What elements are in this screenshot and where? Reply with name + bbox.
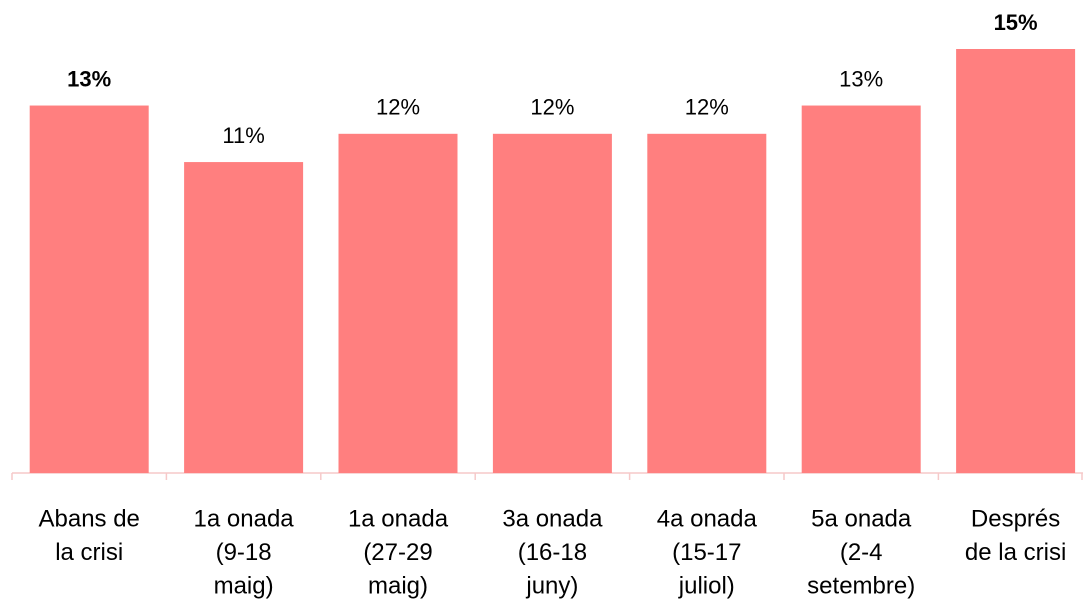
x-tick-label: (15-17 bbox=[672, 539, 741, 566]
bar bbox=[956, 49, 1076, 473]
x-tick-label: (16-18 bbox=[518, 539, 587, 566]
bar bbox=[29, 105, 149, 474]
bar bbox=[492, 133, 612, 474]
value-label: 12% bbox=[530, 95, 574, 120]
value-label: 13% bbox=[67, 66, 111, 91]
x-tick-label: juliol) bbox=[678, 572, 735, 599]
value-label: 12% bbox=[376, 95, 420, 120]
bar bbox=[801, 105, 921, 474]
value-label: 13% bbox=[839, 66, 883, 91]
x-tick-label: (9-18 bbox=[216, 539, 272, 566]
x-tick-label: de la crisi bbox=[965, 539, 1066, 566]
x-tick-label: 5a onada bbox=[811, 505, 912, 532]
x-tick-label: maig) bbox=[214, 572, 274, 599]
x-tick-label: setembre) bbox=[807, 572, 915, 599]
x-tick-label: 1a onada bbox=[194, 505, 295, 532]
bar bbox=[647, 133, 767, 474]
value-label: 12% bbox=[685, 95, 729, 120]
x-tick-label: juny) bbox=[525, 572, 578, 599]
x-tick-label: Abans de bbox=[38, 505, 139, 532]
x-tick-label: 1a onada bbox=[348, 505, 449, 532]
x-tick-label: Després bbox=[971, 505, 1060, 532]
x-tick-label: maig) bbox=[368, 572, 428, 599]
x-tick-label: 3a onada bbox=[502, 505, 603, 532]
x-tick-label: (2-4 bbox=[840, 539, 883, 566]
value-label: 15% bbox=[994, 10, 1038, 35]
x-tick-label: 4a onada bbox=[657, 505, 758, 532]
x-tick-label: (27-29 bbox=[363, 539, 432, 566]
x-tick-label: la crisi bbox=[55, 539, 123, 566]
bar bbox=[338, 133, 458, 474]
bar bbox=[184, 162, 304, 474]
value-label: 11% bbox=[222, 123, 264, 148]
